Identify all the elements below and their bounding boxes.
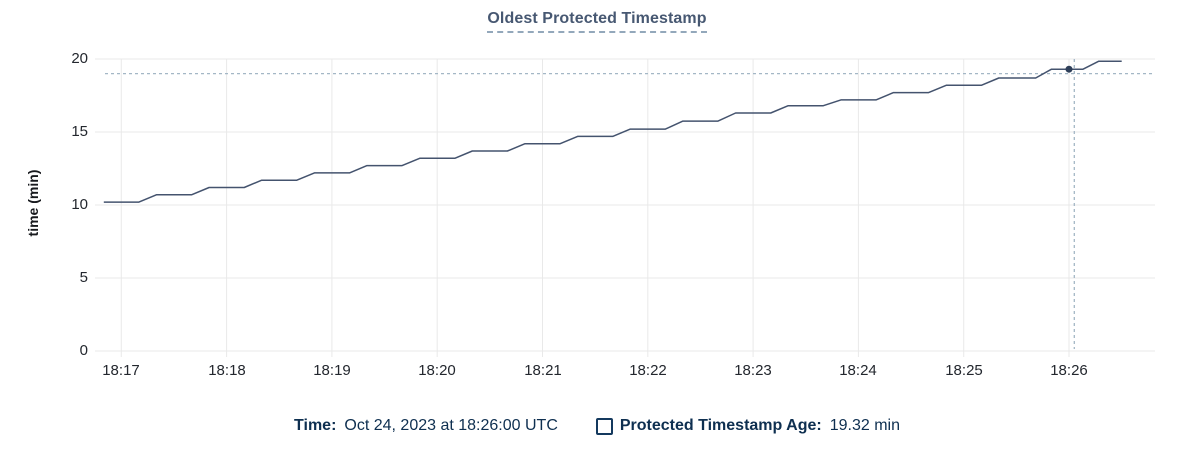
y-tick-label: 20 <box>71 50 88 67</box>
tooltip-time-value: Oct 24, 2023 at 18:26:00 UTC <box>344 417 558 434</box>
x-tick-label: 18:24 <box>839 362 877 379</box>
y-tick-label: 0 <box>79 342 88 359</box>
hover-legend: Time: Oct 24, 2023 at 18:26:00 UTC Prote… <box>0 417 1194 435</box>
x-tick-label: 18:17 <box>102 362 140 379</box>
series-legend-value: 19.32 min <box>829 417 900 434</box>
x-tick-label: 18:26 <box>1050 362 1088 379</box>
y-tick-label: 5 <box>79 269 88 286</box>
series-legend-label[interactable]: Protected Timestamp Age: <box>619 417 822 434</box>
x-tick-label: 18:18 <box>208 362 246 379</box>
hover-point-dot <box>1065 65 1073 73</box>
series-toggle-checkbox[interactable] <box>595 417 613 435</box>
y-tick-label: 10 <box>71 196 88 213</box>
series-line <box>103 60 1122 203</box>
chart-title[interactable]: Oldest Protected Timestamp <box>487 10 707 33</box>
tooltip-time-label: Time: <box>294 417 337 434</box>
chart-header: Oldest Protected Timestamp <box>0 10 1194 33</box>
x-tick-label: 18:20 <box>418 362 456 379</box>
x-tick-label: 18:22 <box>629 362 667 379</box>
x-tick-label: 18:25 <box>945 362 983 379</box>
x-tick-label: 18:19 <box>313 362 351 379</box>
x-tick-label: 18:23 <box>734 362 772 379</box>
x-tick-label: 18:21 <box>524 362 562 379</box>
y-tick-label: 15 <box>71 123 88 140</box>
